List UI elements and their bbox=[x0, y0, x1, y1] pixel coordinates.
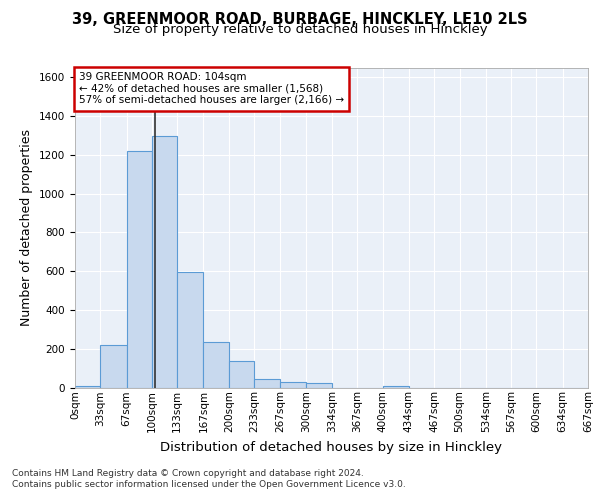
Bar bbox=[152, 136, 177, 388]
Y-axis label: Number of detached properties: Number of detached properties bbox=[20, 129, 34, 326]
Bar bbox=[177, 272, 203, 388]
Bar bbox=[75, 386, 100, 388]
Bar bbox=[254, 379, 280, 388]
Bar bbox=[100, 345, 127, 388]
Bar bbox=[203, 342, 229, 388]
Bar bbox=[383, 386, 409, 388]
Text: Contains public sector information licensed under the Open Government Licence v3: Contains public sector information licen… bbox=[12, 480, 406, 489]
Bar bbox=[306, 382, 332, 388]
Text: Size of property relative to detached houses in Hinckley: Size of property relative to detached ho… bbox=[113, 24, 487, 36]
Text: 39 GREENMOOR ROAD: 104sqm
← 42% of detached houses are smaller (1,568)
57% of se: 39 GREENMOOR ROAD: 104sqm ← 42% of detac… bbox=[79, 72, 344, 106]
Bar bbox=[229, 362, 254, 388]
Bar bbox=[280, 382, 306, 388]
Text: 39, GREENMOOR ROAD, BURBAGE, HINCKLEY, LE10 2LS: 39, GREENMOOR ROAD, BURBAGE, HINCKLEY, L… bbox=[72, 12, 528, 28]
Bar bbox=[127, 151, 152, 388]
X-axis label: Distribution of detached houses by size in Hinckley: Distribution of detached houses by size … bbox=[161, 440, 503, 454]
Text: Contains HM Land Registry data © Crown copyright and database right 2024.: Contains HM Land Registry data © Crown c… bbox=[12, 468, 364, 477]
